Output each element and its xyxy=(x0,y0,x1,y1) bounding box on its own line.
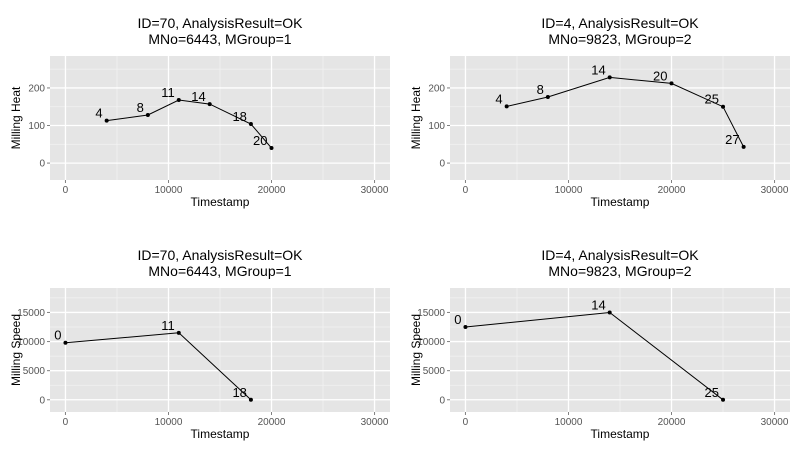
data-point-label: 0 xyxy=(454,312,461,327)
chart-title-line: ID=4, AnalysisResult=OK xyxy=(541,15,699,31)
chart-title-line: MNo=6443, MGroup=1 xyxy=(148,263,291,279)
x-tick-label: 10000 xyxy=(555,185,583,196)
data-point xyxy=(176,330,181,335)
data-point-label: 20 xyxy=(253,133,267,148)
series-line xyxy=(506,76,745,148)
y-axis-title: Milling Heat xyxy=(409,86,423,149)
x-axis-title: Timestamp xyxy=(191,427,250,441)
chart-title-line: MNo=9823, MGroup=2 xyxy=(548,31,691,47)
data-point xyxy=(721,104,726,109)
x-axis-title: Timestamp xyxy=(191,195,250,209)
chart-title-line: MNo=6443, MGroup=1 xyxy=(148,31,291,47)
x-tick-label: 0 xyxy=(463,185,469,196)
data-point xyxy=(248,122,253,127)
data-point-label: 0 xyxy=(54,328,61,343)
data-point-label: 8 xyxy=(537,82,544,97)
chart-title-line: MNo=9823, MGroup=2 xyxy=(548,263,691,279)
chart-title-line: ID=70, AnalysisResult=OK xyxy=(138,15,304,31)
x-tick-label: 20000 xyxy=(258,185,286,196)
data-point xyxy=(248,397,253,402)
y-tick-label: 0 xyxy=(39,395,45,406)
data-point xyxy=(269,146,274,151)
x-tick-label: 30000 xyxy=(361,185,389,196)
y-tick-label: 15000 xyxy=(17,308,45,319)
x-tick-label: 0 xyxy=(63,417,69,428)
chart-title-line: ID=70, AnalysisResult=OK xyxy=(138,247,304,263)
x-tick-label: 0 xyxy=(63,185,69,196)
x-tick-label: 30000 xyxy=(361,417,389,428)
x-tick-label: 30000 xyxy=(761,185,789,196)
chart-panel-milling-heat-id4: ID=4, AnalysisResult=OK MNo=9823, MGroup=… xyxy=(400,0,800,223)
chart-panel-milling-speed-id70: ID=70, AnalysisResult=OK MNo=6443, MGroup… xyxy=(0,232,400,455)
chart-title-line: ID=4, AnalysisResult=OK xyxy=(541,247,699,263)
y-tick-label: 100 xyxy=(28,121,45,132)
data-point xyxy=(607,310,612,315)
data-point xyxy=(721,397,726,402)
y-axis-title: Milling Speed xyxy=(409,314,423,386)
y-tick-label: 5000 xyxy=(423,366,446,377)
data-point-label: 8 xyxy=(137,100,144,115)
data-point xyxy=(545,94,550,99)
data-point-label: 14 xyxy=(191,89,205,104)
chart-panel-milling-speed-id4: ID=4, AnalysisResult=OK MNo=9823, MGroup=… xyxy=(400,232,800,455)
y-tick-label: 15000 xyxy=(417,308,445,319)
data-point xyxy=(145,112,150,117)
x-tick-label: 10000 xyxy=(155,185,183,196)
x-tick-label: 20000 xyxy=(658,417,686,428)
data-point xyxy=(669,81,674,86)
y-tick-label: 10000 xyxy=(417,337,445,348)
y-tick-label: 0 xyxy=(439,159,445,170)
data-point xyxy=(63,340,68,345)
x-axis-title: Timestamp xyxy=(591,427,650,441)
x-axis-title: Timestamp xyxy=(591,195,650,209)
data-point xyxy=(741,144,746,149)
x-tick-label: 20000 xyxy=(258,417,286,428)
data-point-label: 25 xyxy=(705,385,719,400)
data-point xyxy=(176,97,181,102)
x-tick-label: 0 xyxy=(463,417,469,428)
data-point-label: 4 xyxy=(495,91,502,106)
y-axis-title: Milling Speed xyxy=(9,314,23,386)
data-point-label: 11 xyxy=(161,318,175,333)
data-point xyxy=(207,102,212,107)
y-tick-label: 5000 xyxy=(23,366,46,377)
data-point-label: 4 xyxy=(95,106,102,121)
x-tick-label: 10000 xyxy=(155,417,183,428)
x-tick-label: 30000 xyxy=(761,417,789,428)
series-line xyxy=(106,99,272,149)
x-tick-label: 10000 xyxy=(555,417,583,428)
data-point-label: 25 xyxy=(705,92,719,107)
y-tick-label: 200 xyxy=(28,83,45,94)
data-point xyxy=(607,75,612,80)
y-axis-title: Milling Heat xyxy=(9,86,23,149)
chart-panel-milling-heat-id70: ID=70, AnalysisResult=OK MNo=6443, MGroup… xyxy=(0,0,400,223)
y-tick-label: 10000 xyxy=(17,337,45,348)
y-tick-label: 100 xyxy=(428,121,445,132)
data-point-label: 27 xyxy=(725,132,739,147)
y-tick-label: 200 xyxy=(428,83,445,94)
data-point xyxy=(104,118,109,123)
data-point-label: 14 xyxy=(591,62,605,77)
data-point xyxy=(504,104,509,109)
data-point-label: 18 xyxy=(232,109,246,124)
data-point-label: 14 xyxy=(591,297,605,312)
data-point-label: 18 xyxy=(232,385,246,400)
data-point-label: 20 xyxy=(653,68,667,83)
y-tick-label: 0 xyxy=(439,395,445,406)
y-tick-label: 0 xyxy=(39,159,45,170)
data-point-label: 11 xyxy=(161,85,175,100)
x-tick-label: 20000 xyxy=(658,185,686,196)
data-point xyxy=(463,325,468,330)
